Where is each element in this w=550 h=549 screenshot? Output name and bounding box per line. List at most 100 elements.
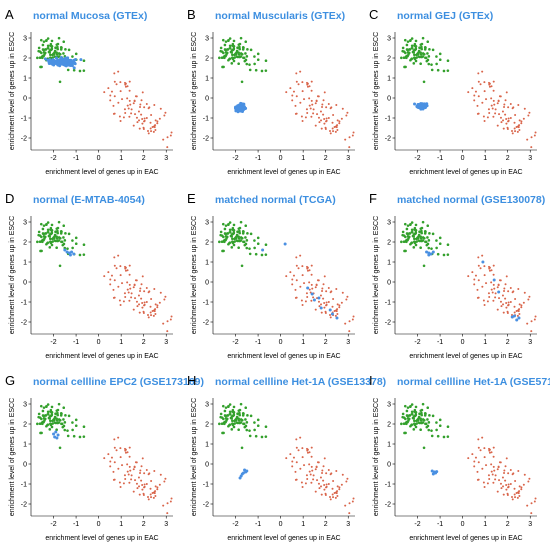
eac-tumor-point [292,456,295,459]
eac-tumor-point [299,285,302,288]
eac-tumor-point [163,114,166,117]
escc-tumor-point [225,53,228,56]
panel-title: normal cellline EPC2 (GSE173169) [33,376,204,388]
y-tick-label: -1 [203,115,209,122]
escc-tumor-point [229,230,232,234]
escc-tumor-point [219,412,223,416]
eac-tumor-point [117,285,120,288]
normal-sample-point [431,472,435,476]
eac-tumor-point [323,457,326,460]
eac-tumor-point [527,480,530,483]
escc-tumor-point [256,52,260,56]
eac-tumor-point [306,85,309,88]
eac-tumor-point [121,464,124,467]
eac-tumor-point [488,112,491,115]
eac-tumor-point [490,269,493,272]
escc-tumor-point [57,36,61,40]
normal-sample-point [319,306,323,310]
escc-tumor-point [426,224,430,228]
escc-tumor-point [264,243,268,246]
escc-tumor-point [218,240,221,244]
eac-tumor-point [494,108,497,111]
eac-tumor-point [295,256,298,259]
eac-tumor-point [113,95,116,98]
escc-tumor-point [51,419,54,423]
escc-tumor-point [238,408,242,412]
x-tick-label: -2 [414,339,420,346]
eac-tumor-point [352,315,355,318]
eac-tumor-point [122,116,125,119]
escc-tumor-point [442,69,446,73]
escc-tumor-point [57,220,61,224]
escc-tumor-point [45,38,48,42]
eac-tumor-point [477,256,480,259]
escc-tumor-point [64,48,67,51]
eac-tumor-point [135,482,138,485]
eac-tumor-point [300,299,303,302]
eac-tumor-point [494,112,497,115]
eac-tumor-point [109,94,112,97]
eac-tumor-point [530,330,533,333]
escc-tumor-point [227,222,230,226]
escc-tumor-point [66,68,70,72]
escc-tumor-point [74,242,78,246]
eac-tumor-point [336,495,339,498]
eac-tumor-point [513,493,516,496]
escc-tumor-point [424,56,427,60]
eac-tumor-point [492,115,495,118]
eac-tumor-point [346,111,349,114]
escc-tumor-point [414,59,418,63]
escc-tumor-point [435,246,438,250]
escc-tumor-point [419,237,423,240]
y-tick-label: 2 [23,421,27,428]
eac-tumor-point [345,480,348,483]
eac-tumor-point [331,493,334,496]
escc-tumor-point [253,428,256,432]
eac-tumor-point [329,473,332,476]
eac-tumor-point [139,103,142,106]
eac-tumor-point [321,103,324,106]
escc-tumor-point [240,446,244,450]
escc-tumor-point [226,414,229,417]
escc-tumor-point [78,435,82,439]
eac-tumor-point [322,283,325,286]
x-tick-label: -2 [50,339,56,346]
eac-tumor-point [320,303,323,306]
escc-tumor-point [223,240,226,244]
x-tick-label: -1 [73,155,79,162]
escc-tumor-point [414,405,418,409]
eac-tumor-point [482,481,485,484]
eac-tumor-point [502,493,505,496]
eac-tumor-point [141,301,144,304]
eac-tumor-point [483,90,486,93]
escc-tumor-point [415,53,418,57]
eac-tumor-point [329,107,332,110]
eac-tumor-point [473,465,476,468]
eac-tumor-point [119,120,122,123]
escc-tumor-point [421,220,425,224]
x-tick-label: -2 [414,155,420,162]
eac-tumor-point [510,495,513,498]
eac-tumor-point [128,465,131,468]
escc-tumor-point [422,236,426,240]
normal-sample-point [70,250,74,254]
escc-tumor-point [222,235,225,239]
escc-tumor-point [42,40,46,43]
eac-tumor-point [331,305,334,308]
escc-tumor-point [442,435,446,439]
eac-tumor-point [141,117,144,120]
eac-tumor-point [149,121,152,124]
eac-tumor-point [143,301,146,304]
escc-tumor-point [264,253,268,256]
x-axis-label: enrichment level of genes up in EAC [227,353,340,360]
eac-tumor-point [156,486,159,489]
eac-tumor-point [483,120,486,123]
escc-tumor-point [246,414,249,417]
eac-tumor-point [139,289,142,292]
eac-tumor-point [159,291,162,294]
escc-tumor-point [44,48,47,51]
eac-tumor-point [297,267,300,270]
eac-tumor-point [291,99,294,102]
eac-tumor-point [109,99,112,102]
